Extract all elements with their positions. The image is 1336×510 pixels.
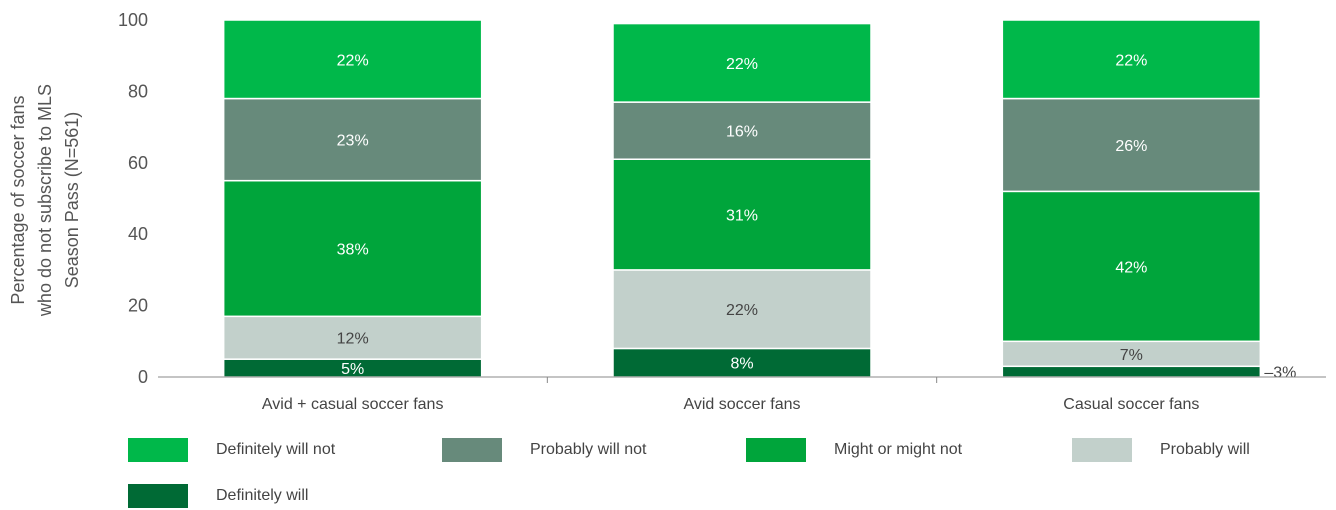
y-axis-label-line-1: Percentage of soccer fans: [8, 95, 28, 304]
y-tick-label-1: 20: [128, 296, 148, 316]
data-label-probably-will-2: 7%: [1120, 347, 1143, 364]
legend-item-probably-will: Probably will: [1072, 436, 1250, 464]
data-label-might-or-might-not-0: 38%: [337, 241, 369, 258]
data-label-probably-will-not-2: 26%: [1115, 138, 1147, 155]
legend-item-definitely-will-not: Definitely will not: [128, 436, 335, 464]
y-axis-label: Percentage of soccer fans who do not sub…: [8, 84, 82, 317]
x-category-label-1: Avid soccer fans: [683, 396, 800, 413]
legend-swatch-probably-will-not: [442, 438, 502, 462]
y-axis-label-line-2: who do not subscribe to MLS: [35, 84, 55, 317]
legend-label-probably-will-not: Probably will not: [530, 441, 647, 458]
data-label-might-or-might-not-1: 31%: [726, 208, 758, 225]
legend-swatch-might-or-might-not: [746, 438, 806, 462]
data-label-definitely-will-0: 5%: [341, 361, 364, 378]
legend-swatch-probably-will: [1072, 438, 1132, 462]
stacked-bar-chart: Percentage of soccer fans who do not sub…: [8, 10, 1326, 413]
data-label-definitely-will-not-2: 22%: [1115, 52, 1147, 69]
legend-label-definitely-will: Definitely will: [216, 487, 309, 504]
bar-segment-definitely-will-not-0: [222, 19, 483, 100]
y-tick-label-0: 0: [138, 367, 148, 387]
y-axis-label-line-3: Season Pass (N=561): [62, 112, 82, 289]
legend-swatch-definitely-will-not: [128, 438, 188, 462]
legend-label-might-or-might-not: Might or might not: [834, 441, 963, 458]
x-category-label-2: Casual soccer fans: [1063, 396, 1199, 413]
legend-label-definitely-will-not: Definitely will not: [216, 441, 336, 458]
bar-segment-probably-will-not-0: [222, 97, 483, 182]
data-label-probably-will-not-1: 16%: [726, 124, 758, 141]
bar-segment-probably-will-0: [222, 315, 483, 360]
data-label-definitely-will-1: 8%: [730, 356, 753, 373]
bar-segment-definitely-will-2: [1001, 365, 1262, 378]
bar-segment-probably-will-not-2: [1001, 97, 1262, 193]
y-tick-label-4: 80: [128, 81, 148, 101]
legend-label-probably-will: Probably will: [1160, 441, 1250, 458]
bar-segment-definitely-will-not-2: [1001, 19, 1262, 100]
y-tick-label-2: 40: [128, 224, 148, 244]
data-label-probably-will-not-0: 23%: [337, 133, 369, 150]
bar-segment-definitely-will-not-1: [612, 22, 872, 103]
data-label-probably-will-0: 12%: [337, 331, 369, 348]
bar-segment-might-or-might-not-2: [1001, 190, 1262, 343]
data-label-definitely-will-2: –3%: [1264, 365, 1296, 382]
legend-swatch-definitely-will: [128, 484, 188, 508]
y-tick-label-5: 100: [118, 10, 148, 30]
data-label-might-or-might-not-2: 42%: [1115, 259, 1147, 276]
bar-segment-probably-will-not-1: [612, 101, 872, 160]
x-axis-categories: Avid + casual soccer fans Avid soccer fan…: [262, 377, 1199, 413]
bar-segment-probably-will-1: [612, 269, 872, 350]
legend-item-might-or-might-not: Might or might not: [746, 436, 962, 464]
bar-segment-might-or-might-not-1: [612, 158, 872, 271]
legend-item-definitely-will: Definitely will: [128, 482, 308, 510]
data-label-probably-will-1: 22%: [726, 302, 758, 319]
bars-group: 5% 12% 38% 23% 22% 8% 22% 31% 16% 22% –3% 7% 42% 26% 2…: [222, 19, 1296, 382]
legend-item-probably-will-not: Probably will not: [442, 436, 647, 464]
data-label-definitely-will-not-0: 22%: [337, 52, 369, 69]
y-axis-ticks: 0 20 40 60 80 100: [118, 10, 148, 387]
x-category-label-0: Avid + casual soccer fans: [262, 396, 444, 413]
y-tick-label-3: 60: [128, 153, 148, 173]
data-label-definitely-will-not-1: 22%: [726, 56, 758, 73]
